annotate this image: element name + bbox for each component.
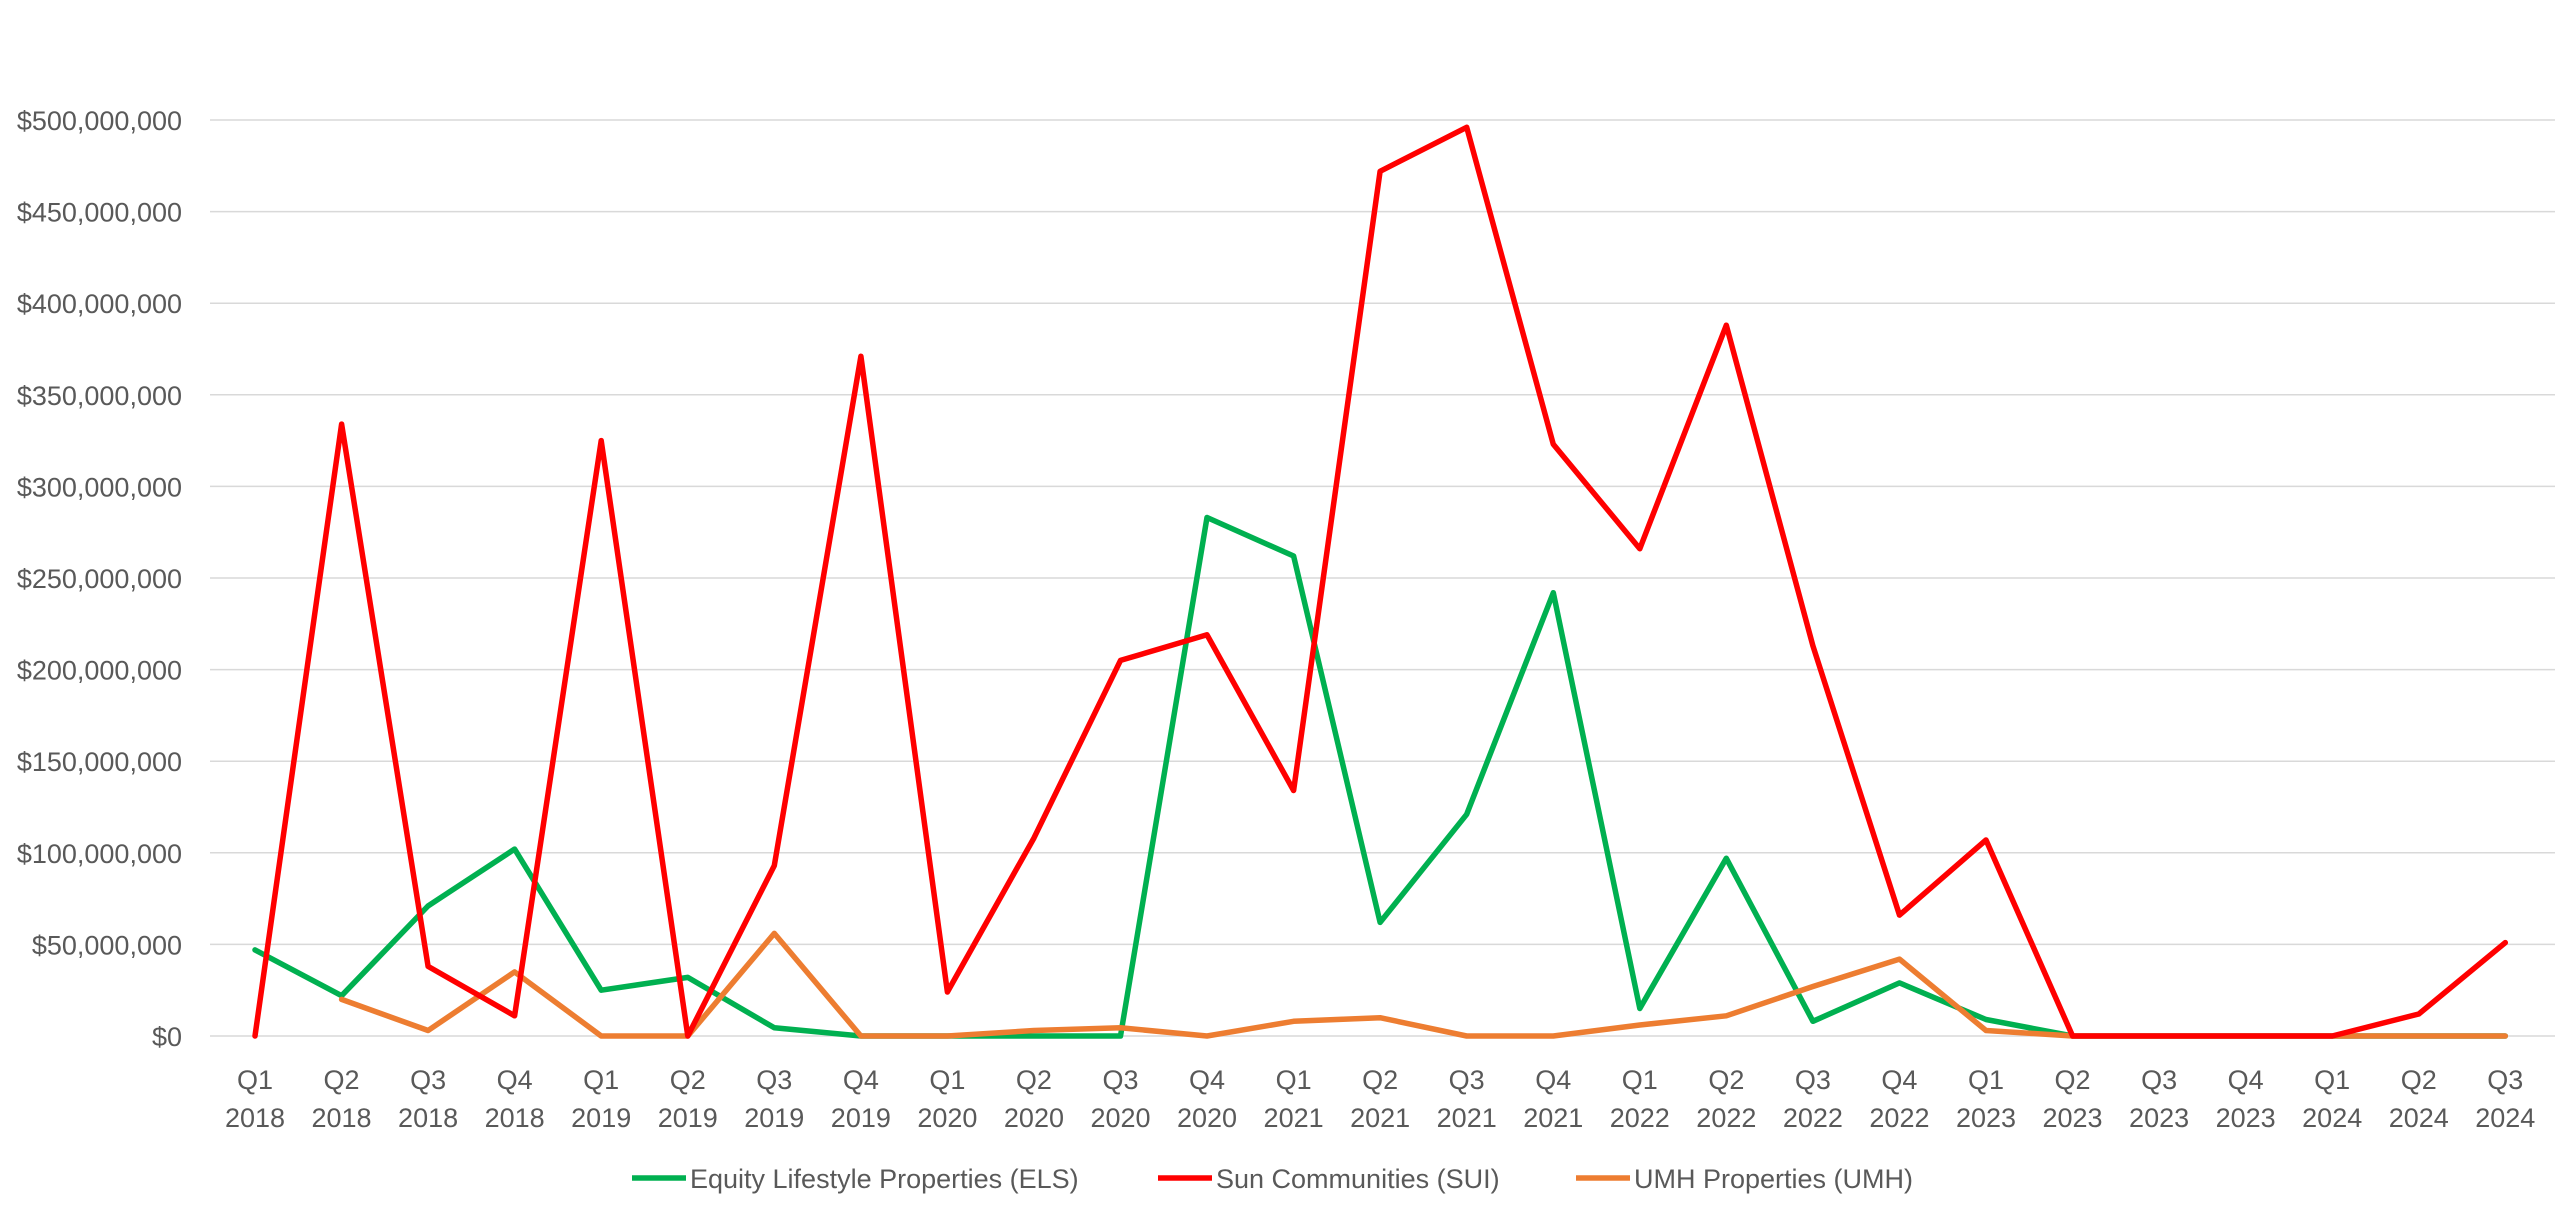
x-tick-quarter: Q4 — [2228, 1065, 2264, 1095]
series-line-umh — [338, 930, 2509, 1039]
y-tick-label: $0 — [152, 1022, 182, 1052]
x-tick-year: 2024 — [2389, 1103, 2449, 1133]
x-tick-quarter: Q2 — [2401, 1065, 2437, 1095]
x-tick-quarter: Q1 — [1622, 1065, 1658, 1095]
y-tick-label: $250,000,000 — [17, 564, 182, 594]
x-tick-quarter: Q2 — [1362, 1065, 1398, 1095]
x-tick-quarter: Q4 — [1881, 1065, 1917, 1095]
x-tick-quarter: Q4 — [497, 1065, 533, 1095]
y-tick-label: $50,000,000 — [32, 930, 182, 960]
x-tick-year: 2023 — [2216, 1103, 2276, 1133]
x-tick-quarter: Q1 — [1968, 1065, 2004, 1095]
x-tick-year: 2018 — [485, 1103, 545, 1133]
x-tick-year: 2021 — [1523, 1103, 1583, 1133]
x-tick-year: 2018 — [312, 1103, 372, 1133]
x-tick-quarter: Q2 — [324, 1065, 360, 1095]
y-tick-label: $200,000,000 — [17, 656, 182, 686]
x-tick-quarter: Q1 — [2314, 1065, 2350, 1095]
x-tick-quarter: Q4 — [843, 1065, 879, 1095]
x-tick-year: 2020 — [917, 1103, 977, 1133]
x-tick-year: 2024 — [2475, 1103, 2535, 1133]
x-tick-quarter: Q3 — [1449, 1065, 1485, 1095]
x-tick-quarter: Q1 — [1276, 1065, 1312, 1095]
x-tick-quarter: Q3 — [2141, 1065, 2177, 1095]
x-tick-year: 2021 — [1264, 1103, 1324, 1133]
x-tick-year: 2022 — [1869, 1103, 1929, 1133]
series-line-sui — [252, 124, 2509, 1039]
x-tick-year: 2022 — [1783, 1103, 1843, 1133]
x-tick-year: 2023 — [1956, 1103, 2016, 1133]
x-tick-year: 2020 — [1090, 1103, 1150, 1133]
x-tick-quarter: Q1 — [929, 1065, 965, 1095]
x-tick-quarter: Q1 — [583, 1065, 619, 1095]
x-tick-year: 2019 — [658, 1103, 718, 1133]
legend-label: Equity Lifestyle Properties (ELS) — [690, 1164, 1079, 1194]
legend-label: UMH Properties (UMH) — [1634, 1164, 1913, 1194]
x-tick-year: 2019 — [571, 1103, 631, 1133]
x-tick-quarter: Q2 — [670, 1065, 706, 1095]
x-tick-year: 2021 — [1437, 1103, 1497, 1133]
x-axis-tick-labels: Q1 2018 Q2 2018 Q3 2018 Q4 2018 Q1 2019 Q2 2019 Q3 20… — [225, 1065, 2535, 1133]
x-tick-quarter: Q3 — [756, 1065, 792, 1095]
y-tick-label: $150,000,000 — [17, 747, 182, 777]
x-tick-year: 2018 — [225, 1103, 285, 1133]
x-tick-quarter: Q3 — [1795, 1065, 1831, 1095]
x-tick-quarter: Q3 — [2487, 1065, 2523, 1095]
legend-label: Sun Communities (SUI) — [1216, 1164, 1500, 1194]
series-line-els — [252, 514, 2509, 1039]
x-tick-quarter: Q4 — [1189, 1065, 1225, 1095]
x-tick-year: 2022 — [1610, 1103, 1670, 1133]
x-tick-year: 2023 — [2043, 1103, 2103, 1133]
y-tick-label: $300,000,000 — [17, 472, 182, 502]
x-tick-quarter: Q1 — [237, 1065, 273, 1095]
x-tick-quarter: Q2 — [1708, 1065, 1744, 1095]
y-tick-label: $400,000,000 — [17, 289, 182, 319]
series-lines — [252, 124, 2509, 1039]
x-tick-quarter: Q3 — [1102, 1065, 1138, 1095]
x-tick-year: 2020 — [1177, 1103, 1237, 1133]
y-tick-label: $500,000,000 — [17, 106, 182, 136]
x-tick-year: 2019 — [831, 1103, 891, 1133]
x-tick-year: 2021 — [1350, 1103, 1410, 1133]
x-tick-quarter: Q2 — [2055, 1065, 2091, 1095]
y-tick-label: $350,000,000 — [17, 381, 182, 411]
gridlines — [210, 119, 2555, 1037]
x-tick-year: 2020 — [1004, 1103, 1064, 1133]
x-tick-year: 2024 — [2302, 1103, 2362, 1133]
y-tick-label: $100,000,000 — [17, 839, 182, 869]
x-tick-year: 2022 — [1696, 1103, 1756, 1133]
legend: Equity Lifestyle Properties (ELS) Sun Com… — [632, 1164, 1913, 1194]
x-tick-year: 2019 — [744, 1103, 804, 1133]
x-tick-quarter: Q3 — [410, 1065, 446, 1095]
x-tick-year: 2018 — [398, 1103, 458, 1133]
y-tick-label: $450,000,000 — [17, 198, 182, 228]
y-axis-tick-labels: $0 $50,000,000 $100,000,000 $150,000,000 $20… — [17, 106, 182, 1052]
x-tick-quarter: Q4 — [1535, 1065, 1571, 1095]
x-tick-quarter: Q2 — [1016, 1065, 1052, 1095]
x-tick-year: 2023 — [2129, 1103, 2189, 1133]
